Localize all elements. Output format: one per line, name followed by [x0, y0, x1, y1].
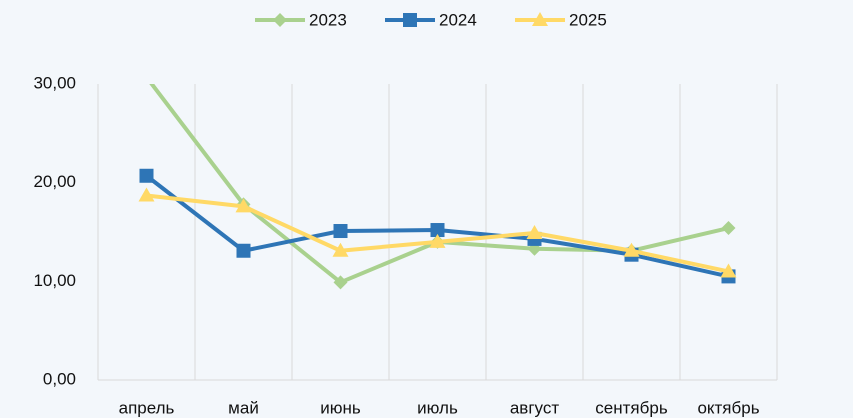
- marker: [526, 224, 543, 239]
- marker: [720, 263, 737, 278]
- marker: [333, 275, 348, 290]
- y-tick-label: 30,00: [33, 73, 76, 92]
- marker: [429, 233, 446, 248]
- marker: [333, 224, 348, 239]
- x-tick-label: октябрь: [697, 398, 759, 417]
- marker: [139, 168, 154, 183]
- marker: [236, 243, 251, 258]
- x-tick-label: август: [510, 398, 559, 417]
- marker: [403, 13, 417, 27]
- legend-label: 2024: [439, 10, 477, 29]
- y-tick-label: 20,00: [33, 172, 76, 191]
- plot-area: [138, 84, 737, 290]
- legend-label: 2025: [569, 10, 607, 29]
- marker: [532, 12, 548, 26]
- marker: [623, 242, 640, 257]
- marker: [721, 221, 736, 236]
- x-tick-label: июль: [417, 398, 458, 417]
- marker: [146, 84, 147, 85]
- marker: [235, 198, 252, 213]
- x-tick-label: сентябрь: [595, 398, 668, 417]
- x-tick-label: май: [228, 398, 259, 417]
- x-tick-label: апрель: [119, 398, 175, 417]
- marker: [332, 242, 349, 257]
- legend-label: 2023: [309, 10, 347, 29]
- y-tick-label: 10,00: [33, 271, 76, 290]
- x-tick-label: июнь: [320, 398, 361, 417]
- marker: [138, 187, 155, 202]
- marker: [273, 13, 287, 27]
- marker: [430, 223, 445, 238]
- y-tick-label: 0,00: [43, 369, 76, 388]
